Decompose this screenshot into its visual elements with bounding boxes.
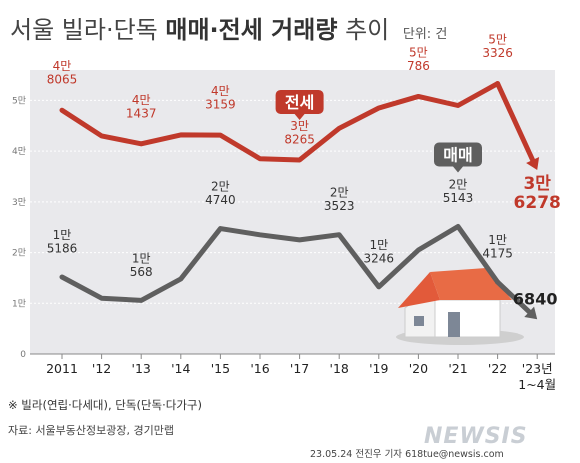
data-label: 5만 xyxy=(409,45,428,59)
data-label: 3만 xyxy=(523,174,551,194)
credit: 23.05.24 전진우 기자 618tue@newsis.com xyxy=(310,449,504,460)
series-arrow-shaft xyxy=(495,279,534,316)
y-tick-label: 4만 xyxy=(12,146,26,157)
data-label: 5143 xyxy=(443,191,474,205)
data-label: 1만 xyxy=(369,238,388,252)
x-tick-label: 1~4월 xyxy=(518,377,556,392)
x-tick-label: '22 xyxy=(488,361,507,376)
y-tick-label: 1만 xyxy=(12,298,26,309)
x-tick-label: '16 xyxy=(250,361,269,376)
data-label: 8265 xyxy=(284,132,315,146)
x-tick-label: '21 xyxy=(448,361,467,376)
data-label: 5186 xyxy=(47,241,78,255)
data-label: 8065 xyxy=(47,73,78,87)
x-tick-label: 2011 xyxy=(46,361,78,376)
data-label: 3만 xyxy=(290,119,309,133)
data-label: 6278 xyxy=(514,193,561,213)
data-label: 1만 xyxy=(488,233,507,247)
data-label: 3246 xyxy=(364,251,395,265)
unit-label: 단위: 건 xyxy=(402,27,448,42)
legend-badge-label: 전세 xyxy=(285,93,314,112)
chart-title: 서울 빌라·단독 매매·전세 거래량 추이 단위: 건 xyxy=(10,10,447,45)
series-line-rent xyxy=(59,81,501,163)
legend-badge-tail xyxy=(453,166,463,173)
house-roof-front xyxy=(398,272,440,308)
x-tick-label: '12 xyxy=(92,361,111,376)
legend-badge-bg xyxy=(434,142,482,167)
x-tick-label: '17 xyxy=(290,361,309,376)
data-label: 2만 xyxy=(449,177,468,191)
data-label: 5만 xyxy=(488,33,507,47)
x-tick-label: '13 xyxy=(132,361,151,376)
data-label: 568 xyxy=(130,265,153,279)
house-door xyxy=(448,312,460,337)
data-label: 786 xyxy=(407,59,430,73)
data-label: 4175 xyxy=(482,247,513,261)
y-tick-label: 2만 xyxy=(12,248,26,259)
x-tick-label: '18 xyxy=(330,361,349,376)
series-line-sale xyxy=(59,223,501,303)
data-label: 4만 xyxy=(132,93,151,107)
data-label: 4만 xyxy=(53,59,72,73)
legend-badge-tail xyxy=(294,113,305,120)
y-tick-label: 3만 xyxy=(12,197,26,208)
footnote: ※ 빌라(연립·다세대), 단독(단독·다가구) xyxy=(8,398,202,412)
data-label: 3159 xyxy=(205,98,236,112)
data-label: 2만 xyxy=(330,186,349,200)
legend-badge-label: 매매 xyxy=(443,145,472,164)
x-tick-label: '23년 xyxy=(522,361,553,376)
series-arrowhead xyxy=(524,306,538,320)
y-tick-label: 5만 xyxy=(12,95,26,106)
house-wall xyxy=(434,299,501,338)
y-tick-label: 0 xyxy=(20,350,26,360)
series-arrowhead xyxy=(526,157,540,171)
x-tick-label: '15 xyxy=(211,361,230,376)
house-window xyxy=(414,316,424,326)
legend-badge-bg xyxy=(275,89,324,114)
data-label: 1437 xyxy=(126,106,157,120)
title-bold: 매매·전세 거래량 xyxy=(165,16,338,44)
data-label: 3326 xyxy=(482,46,513,60)
source: 자료: 서울부동산정보광장, 경기만랩 xyxy=(8,424,174,437)
data-label: 3523 xyxy=(324,199,355,213)
title-pre: 서울 빌라·단독 xyxy=(10,16,158,44)
data-label: 1만 xyxy=(132,251,151,265)
brand-watermark: NEWSIS xyxy=(424,424,528,449)
x-tick-label: '20 xyxy=(409,361,428,376)
data-label: 4740 xyxy=(205,193,236,207)
x-tick-label: '14 xyxy=(171,361,190,376)
data-label: 2만 xyxy=(211,180,230,194)
x-tick-label: '19 xyxy=(369,361,388,376)
title-post: 추이 xyxy=(345,16,390,44)
data-label: 6840 xyxy=(513,289,558,308)
data-label: 1만 xyxy=(53,228,72,242)
series-arrow-shaft xyxy=(495,81,537,165)
data-label: 4만 xyxy=(211,84,230,98)
house-illustration xyxy=(396,268,524,345)
